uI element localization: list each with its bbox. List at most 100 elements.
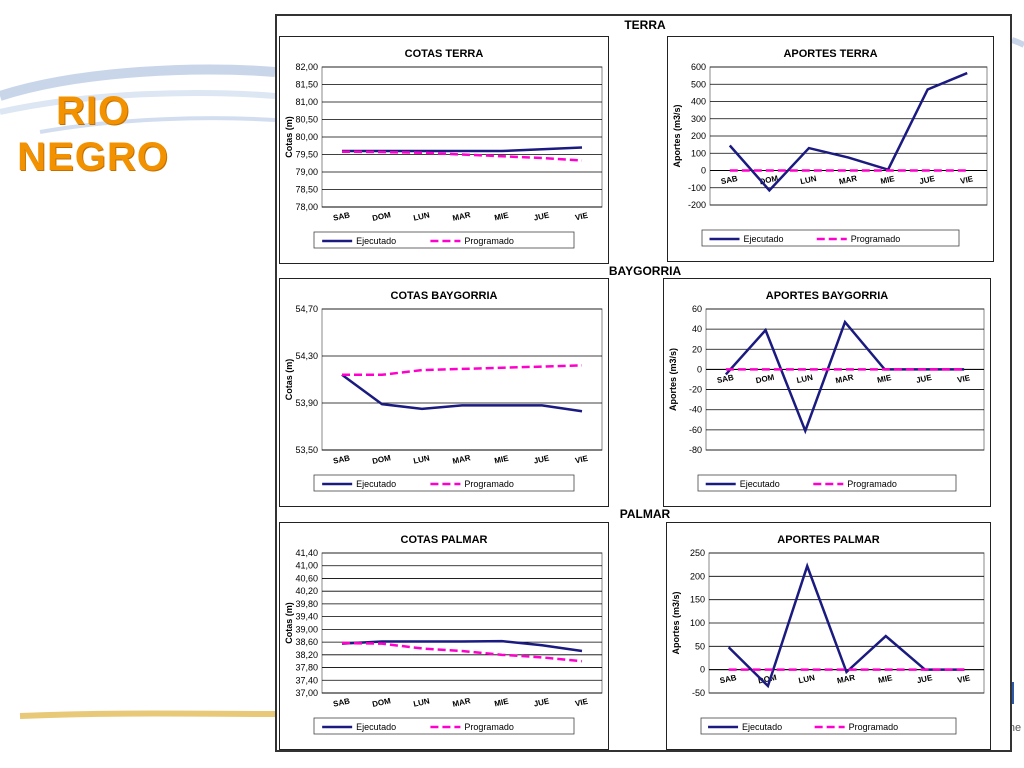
y-tick-label: -40 xyxy=(689,405,702,415)
y-axis-label: Aportes (m3/s) xyxy=(668,348,678,411)
x-tick-label: SAB xyxy=(720,174,739,186)
y-tick-label: 0 xyxy=(700,665,705,675)
x-tick-label: MIE xyxy=(880,174,896,186)
y-tick-label: 80,00 xyxy=(295,132,318,142)
y-tick-label: -50 xyxy=(692,688,705,698)
chart-title: COTAS BAYGORRIA xyxy=(391,290,498,302)
x-tick-label: MIE xyxy=(494,211,510,223)
chart-aportes-palmar: APORTES PALMAR -50 0 50 100 150 200 250 SAB DOM LU… xyxy=(666,522,991,750)
x-tick-label: VIE xyxy=(574,697,589,709)
section-label-baygorria: BAYGORRIA xyxy=(608,264,682,278)
x-tick-label: DOM xyxy=(755,373,775,386)
x-tick-label: DOM xyxy=(371,696,391,709)
x-tick-label: MAR xyxy=(838,174,858,187)
x-tick-label: JUE xyxy=(533,210,551,222)
x-tick-label: SAB xyxy=(332,696,351,708)
y-tick-label: 80,50 xyxy=(295,115,318,125)
series-line-ejecutado xyxy=(728,71,968,193)
y-tick-label: -60 xyxy=(689,425,702,435)
x-tick-label: JUE xyxy=(916,673,934,685)
y-tick-label: 53,50 xyxy=(295,445,318,455)
chart-cotas-palmar: COTAS PALMAR 37,00 37,40 37,80 38,20 38,60 39,… xyxy=(279,522,609,750)
y-tick-label: 250 xyxy=(690,548,705,558)
chart-title: APORTES PALMAR xyxy=(777,534,880,546)
chart-title: APORTES BAYGORRIA xyxy=(766,290,889,302)
legend-label-programado: Programado xyxy=(849,722,899,732)
slide-title-line-1: RIO xyxy=(55,89,131,133)
x-tick-label: JUE xyxy=(919,174,937,186)
series-line-ejecutado xyxy=(341,639,583,653)
chart-aportes-terra: APORTES TERRA -200 -100 0 100 200 300 400 500 600… xyxy=(667,36,994,262)
x-tick-label: DOM xyxy=(757,673,777,686)
x-tick-label: LUN xyxy=(412,696,430,708)
y-axis-label: Aportes (m3/s) xyxy=(672,104,682,167)
legend-label-ejecutado: Ejecutado xyxy=(356,479,396,489)
slide-title: RIO NEGRO xyxy=(8,88,178,180)
y-tick-label: 54,30 xyxy=(295,351,318,361)
y-tick-label: 40,20 xyxy=(295,586,318,596)
plot-area xyxy=(321,552,603,694)
y-tick-label: 81,00 xyxy=(295,97,318,107)
x-tick-label: DOM xyxy=(371,210,391,223)
x-tick-label: JUE xyxy=(533,696,551,708)
y-tick-label: 37,40 xyxy=(295,675,318,685)
legend-label-programado: Programado xyxy=(851,234,901,244)
y-tick-label: 41,40 xyxy=(295,548,318,558)
y-axis-label: Aportes (m3/s) xyxy=(671,591,681,654)
y-tick-label: 50 xyxy=(695,641,705,651)
y-tick-label: -200 xyxy=(688,200,706,210)
section-label-palmar: PALMAR xyxy=(619,507,671,521)
x-tick-label: MIE xyxy=(877,673,893,685)
x-tick-label: JUE xyxy=(533,453,551,465)
chart-title: COTAS TERRA xyxy=(405,48,484,60)
x-tick-label: MAR xyxy=(452,696,472,709)
y-tick-label: 20 xyxy=(692,344,702,354)
series-line-programado xyxy=(341,150,583,162)
x-tick-label: SAB xyxy=(332,210,351,222)
y-tick-label: 78,00 xyxy=(295,202,318,212)
x-tick-label: MIE xyxy=(876,373,892,385)
x-tick-label: LUN xyxy=(798,673,816,685)
x-tick-label: VIE xyxy=(574,211,589,223)
y-tick-label: 150 xyxy=(690,595,705,605)
series-line-programado xyxy=(342,364,583,377)
x-tick-label: LUN xyxy=(796,373,814,385)
y-tick-label: 200 xyxy=(691,131,706,141)
slide-title-line-2: NEGRO xyxy=(17,135,169,179)
y-tick-label: 100 xyxy=(691,148,706,158)
y-tick-label: 39,00 xyxy=(295,624,318,634)
y-axis-label: Cotas (m) xyxy=(284,116,294,158)
x-tick-label: MIE xyxy=(494,697,510,709)
series-line-programado xyxy=(341,641,583,663)
x-tick-label: MAR xyxy=(836,673,856,686)
y-tick-label: 41,00 xyxy=(295,561,318,571)
x-tick-label: SAB xyxy=(332,453,351,465)
x-tick-label: MAR xyxy=(835,373,855,386)
y-tick-label: 0 xyxy=(697,364,702,374)
y-tick-label: -80 xyxy=(689,445,702,455)
x-tick-label: VIE xyxy=(959,174,974,186)
legend-label-ejecutado: Ejecutado xyxy=(356,236,396,246)
plot-area xyxy=(705,308,985,451)
y-tick-label: 38,20 xyxy=(295,650,318,660)
y-tick-label: 38,60 xyxy=(295,637,318,647)
legend-label-ejecutado: Ejecutado xyxy=(740,479,780,489)
x-tick-label: LUN xyxy=(412,210,430,222)
y-tick-label: 39,40 xyxy=(295,612,318,622)
y-tick-label: 400 xyxy=(691,97,706,107)
y-tick-label: 500 xyxy=(691,79,706,89)
y-tick-label: 100 xyxy=(690,618,705,628)
legend-label-programado: Programado xyxy=(847,479,897,489)
y-tick-label: 300 xyxy=(691,114,706,124)
x-tick-label: SAB xyxy=(716,373,735,385)
legend-label-programado: Programado xyxy=(464,236,514,246)
y-tick-label: 40 xyxy=(692,324,702,334)
chart-aportes-baygorria: APORTES BAYGORRIA -80 -60 -40 -20 0 20 40 60 SAB D… xyxy=(663,278,991,507)
y-tick-label: 40,60 xyxy=(295,573,318,583)
legend-label-ejecutado: Ejecutado xyxy=(356,722,396,732)
y-tick-label: 53,90 xyxy=(295,398,318,408)
x-tick-label: MAR xyxy=(452,453,472,466)
section-label-terra: TERRA xyxy=(624,18,666,32)
chart-title: APORTES TERRA xyxy=(783,48,877,60)
x-tick-label: VIE xyxy=(956,373,971,385)
